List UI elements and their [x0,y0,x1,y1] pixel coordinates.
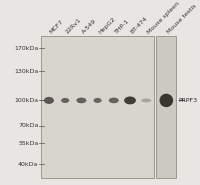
Ellipse shape [94,98,102,103]
Text: 170kDa: 170kDa [14,46,38,51]
Ellipse shape [44,97,54,104]
Text: THP-1: THP-1 [114,18,130,35]
Text: PRPF3: PRPF3 [178,98,197,103]
Text: 70kDa: 70kDa [18,123,38,128]
Text: MCF7: MCF7 [49,19,65,35]
Ellipse shape [61,98,69,103]
Text: 22Rv1: 22Rv1 [65,17,83,35]
Text: BT-474: BT-474 [130,16,149,35]
Text: A-549: A-549 [81,18,98,35]
Text: 55kDa: 55kDa [18,141,38,146]
Text: 40kDa: 40kDa [18,162,38,167]
Ellipse shape [124,96,136,104]
Text: 130kDa: 130kDa [14,69,38,74]
Text: 100kDa: 100kDa [14,98,38,103]
Ellipse shape [141,98,151,102]
Bar [156,36,176,178]
Text: Mouse testis: Mouse testis [166,3,198,35]
Bar [41,36,154,178]
Ellipse shape [159,94,173,107]
Text: Mouse spleen: Mouse spleen [146,1,180,35]
Ellipse shape [76,97,86,103]
Ellipse shape [109,97,119,103]
Text: HepG2: HepG2 [98,16,116,35]
